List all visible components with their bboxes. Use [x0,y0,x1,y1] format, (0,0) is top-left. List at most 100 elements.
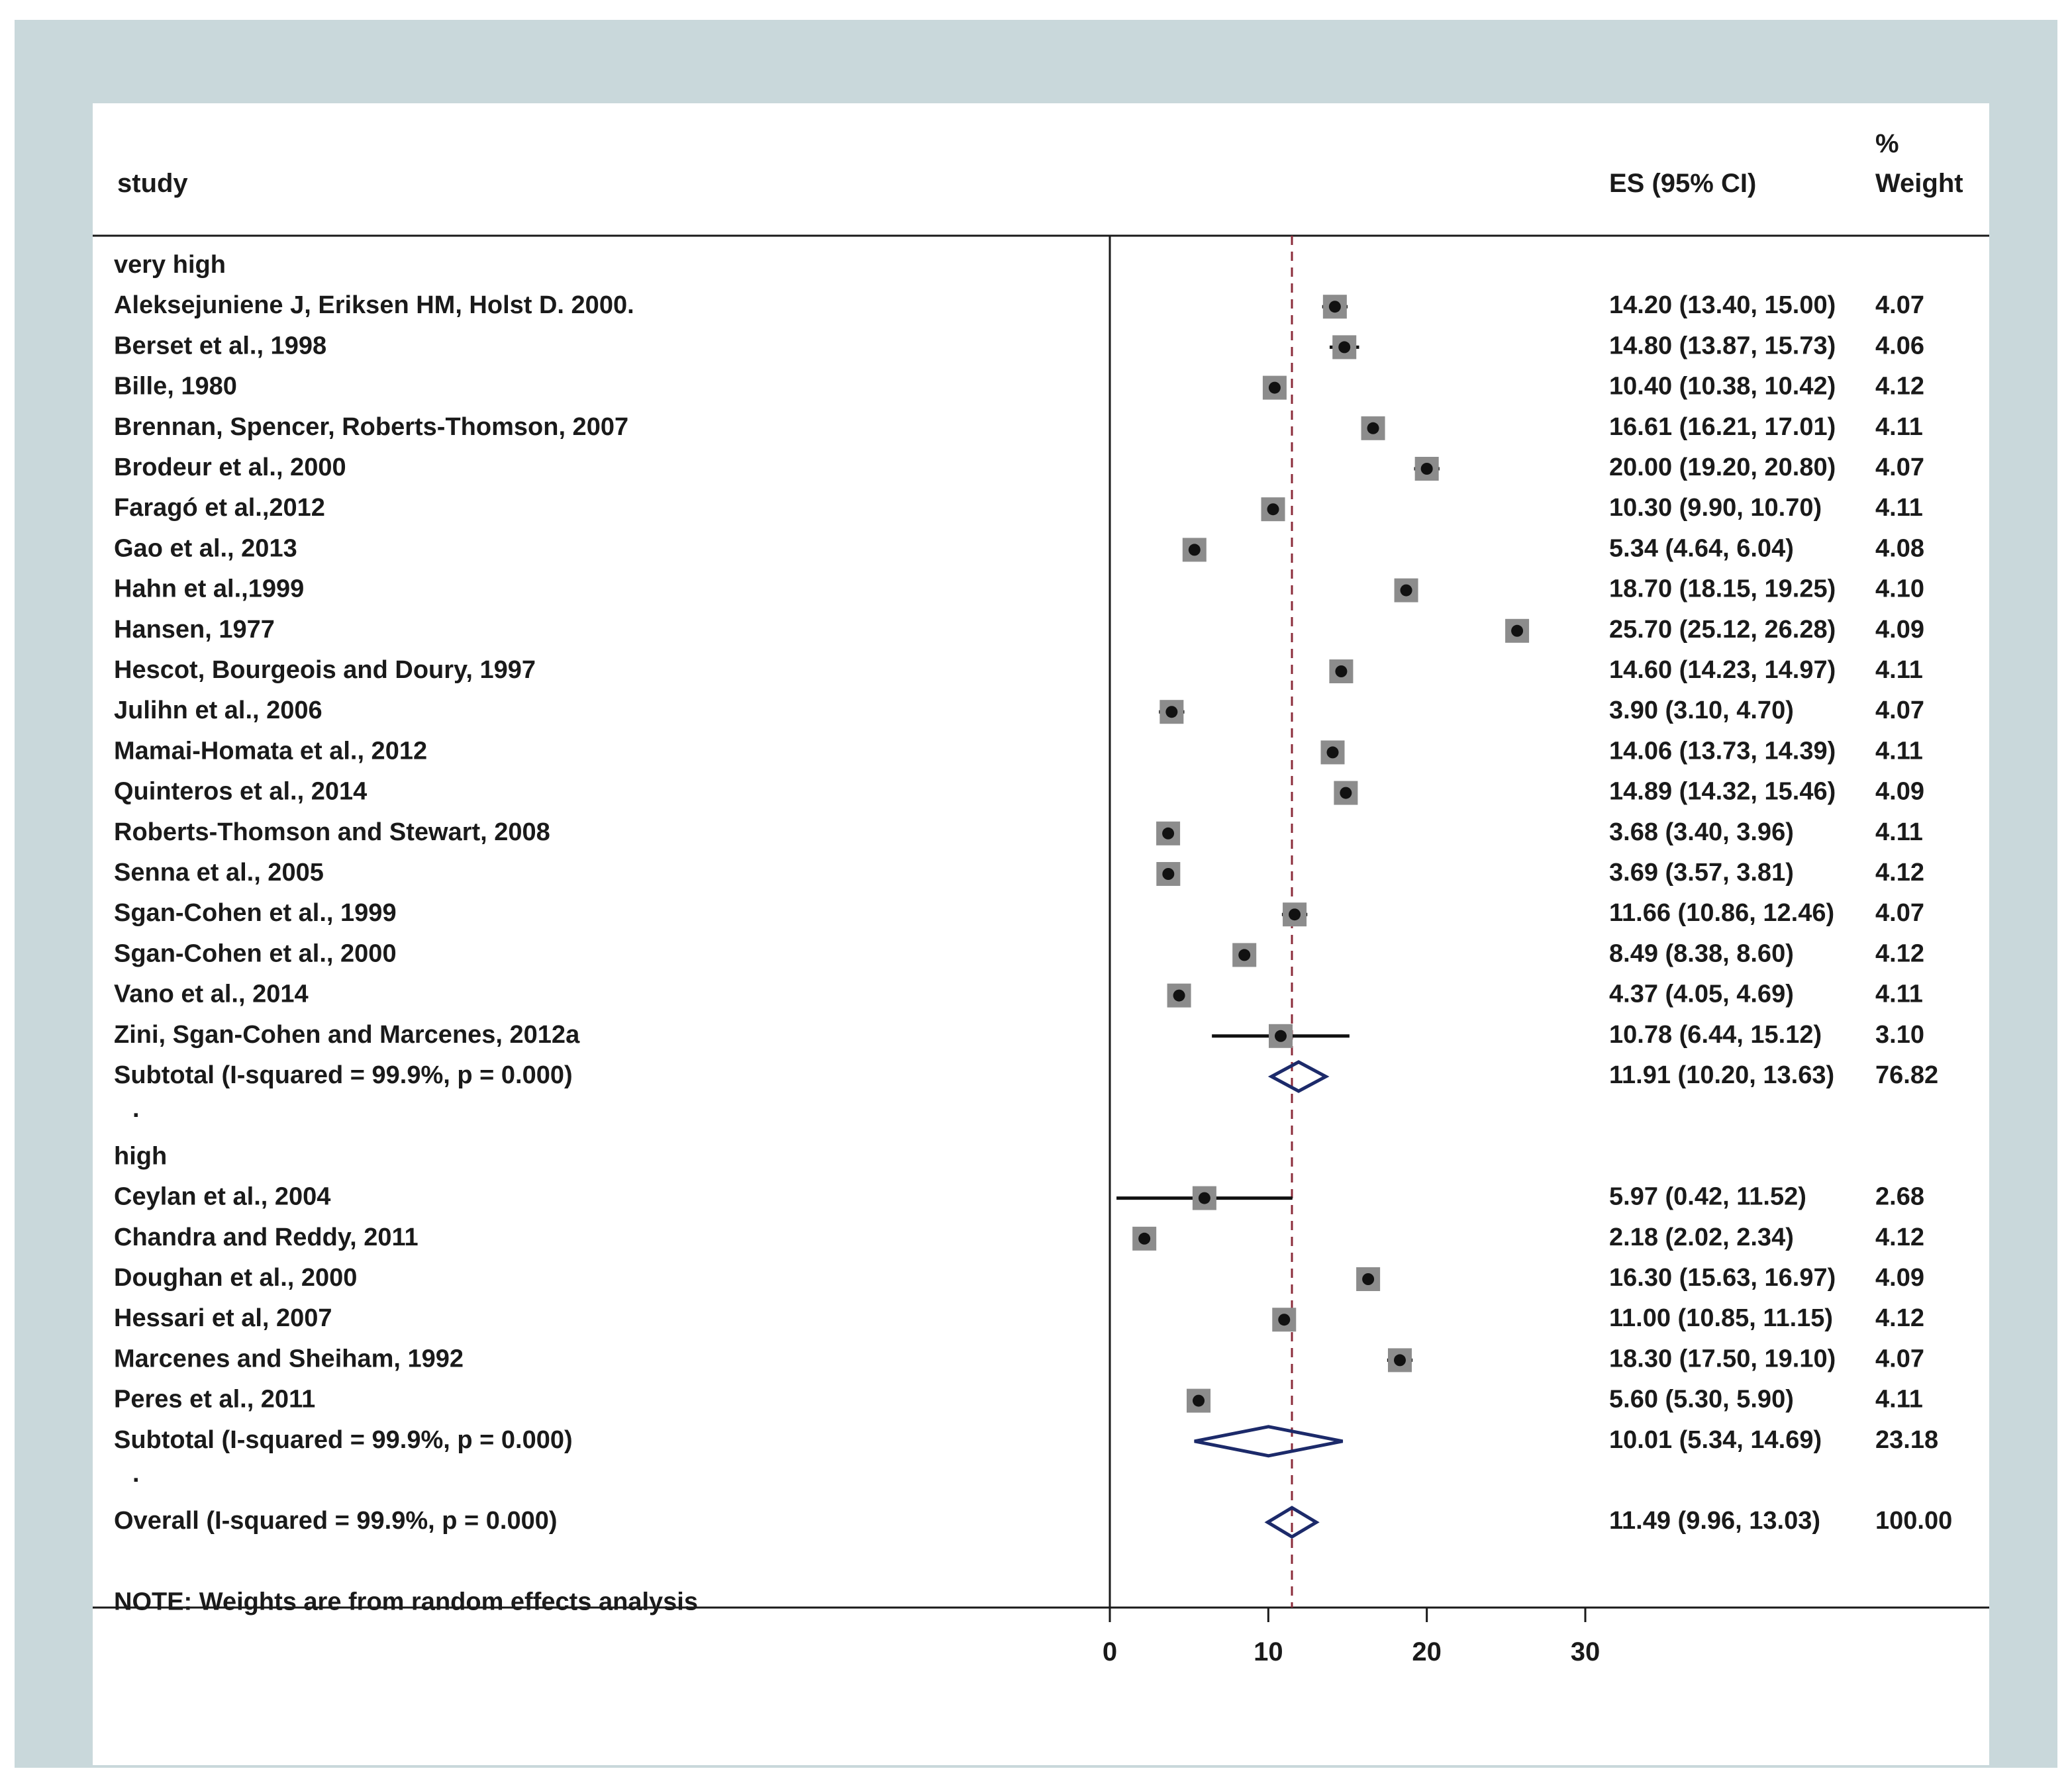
study-row-es-ci: 20.00 (19.20, 20.80) [1609,454,1836,481]
study-row-weight: 4.10 [1875,575,1924,603]
study-row-label: Faragó et al.,2012 [114,494,325,522]
study-row-weight: 4.09 [1875,1264,1924,1292]
study-row-label: Hahn et al.,1999 [114,575,304,603]
study-row-weight: 4.11 [1875,981,1923,1008]
study-row-label: Hansen, 1977 [114,616,275,644]
study-point-estimate [1275,1030,1287,1042]
study-point-estimate [1511,624,1524,637]
group-label: very high [114,251,226,279]
study-row-es-ci: 10.30 (9.90, 10.70) [1609,494,1822,522]
plot-panel [93,103,1989,1765]
study-row-es-ci: 5.34 (4.64, 6.04) [1609,534,1794,562]
study-row-weight: 4.11 [1875,413,1923,441]
study-point-estimate [1335,665,1348,677]
study-row-es-ci: 10.78 (6.44, 15.12) [1609,1021,1822,1049]
study-row-es-ci: 8.49 (8.38, 8.60) [1609,940,1794,967]
subtotal-row-diamond [1267,1060,1330,1093]
x-axis-tick-label: 20 [1412,1637,1442,1666]
study-point-estimate [1268,381,1281,394]
study-row-weight: 4.11 [1875,737,1923,765]
study-row-label: Doughan et al., 2000 [114,1264,357,1292]
study-row-weight: 4.06 [1875,332,1924,360]
subtotal-row-weight: 76.82 [1875,1061,1938,1089]
study-row-label: Senna et al., 2005 [114,859,324,887]
study-point-estimate [1193,1394,1205,1407]
study-point-estimate [1162,868,1175,880]
study-row-es-ci: 18.30 (17.50, 19.10) [1609,1345,1836,1373]
study-point-estimate [1340,787,1352,799]
study-row-label: Bille, 1980 [114,373,237,401]
forest-plot: study ES (95% CI) % Weight very high Alek… [93,103,1989,1765]
study-row-es-ci: 3.68 (3.40, 3.96) [1609,818,1794,846]
header-weight-line1: % [1875,129,1899,158]
study-row-weight: 4.11 [1875,656,1923,684]
x-axis-tick-label: 0 [1103,1637,1117,1666]
study-row-es-ci: 14.20 (13.40, 15.00) [1609,291,1836,319]
subtotal-row-label: Subtotal (I-squared = 99.9%, p = 0.000) [114,1426,573,1454]
study-row-label: Hescot, Bourgeois and Doury, 1997 [114,656,536,684]
study-row-label: Sgan-Cohen et al., 1999 [114,899,397,927]
study-row-weight: 2.68 [1875,1183,1924,1211]
study-row-es-ci: 25.70 (25.12, 26.28) [1609,616,1836,644]
study-point-estimate [1326,746,1339,759]
study-point-estimate [1393,1354,1406,1367]
study-row-label: Brennan, Spencer, Roberts-Thomson, 2007 [114,413,628,441]
study-row-es-ci: 14.80 (13.87, 15.73) [1609,332,1836,360]
study-row-weight: 4.07 [1875,454,1924,481]
study-row-label: Quinteros et al., 2014 [114,778,367,806]
x-axis-tick-label: 30 [1571,1637,1601,1666]
study-row-es-ci: 3.69 (3.57, 3.81) [1609,859,1794,887]
study-row-label: Vano et al., 2014 [114,981,309,1008]
group-label: high [114,1142,167,1170]
study-point-estimate [1162,827,1175,840]
overall-row-es-ci: 11.49 (9.96, 13.03) [1609,1507,1820,1535]
study-row-es-ci: 16.61 (16.21, 17.01) [1609,413,1836,441]
study-row-es-ci: 11.00 (10.85, 11.15) [1609,1304,1833,1332]
study-point-estimate [1278,1314,1291,1326]
study-row-label: Zini, Sgan-Cohen and Marcenes, 2012a [114,1021,580,1049]
figure-frame: study ES (95% CI) % Weight very high Alek… [15,20,2057,1768]
study-row-es-ci: 5.97 (0.42, 11.52) [1609,1183,1806,1211]
study-row-label: Mamai-Homata et al., 2012 [114,737,427,765]
study-row-weight: 4.07 [1875,291,1924,319]
study-row-es-ci: 10.40 (10.38, 10.42) [1609,373,1836,401]
study-row-label: Gao et al., 2013 [114,534,297,562]
footnote-text: NOTE: Weights are from random effects an… [114,1588,698,1616]
header-weight-line2: Weight [1875,169,1963,198]
study-row-weight: 4.07 [1875,697,1924,724]
study-point-estimate [1289,908,1301,921]
study-row-weight: 4.12 [1875,1224,1924,1251]
study-point-estimate [1198,1192,1210,1204]
study-row-label: Hessari et al, 2007 [114,1304,332,1332]
subtotal-row-es-ci: 11.91 (10.20, 13.63) [1609,1061,1834,1089]
study-point-estimate [1173,989,1185,1002]
study-point-estimate [1367,422,1379,434]
study-row-label: Sgan-Cohen et al., 2000 [114,940,397,967]
study-row-es-ci: 14.06 (13.73, 14.39) [1609,737,1836,765]
study-row-weight: 4.08 [1875,534,1924,562]
study-row-weight: 4.11 [1875,1386,1923,1414]
study-row-weight: 4.11 [1875,818,1923,846]
header-study: study [117,169,188,198]
study-row-weight: 3.10 [1875,1021,1924,1049]
overall-row-label: Overall (I-squared = 99.9%, p = 0.000) [114,1507,558,1535]
study-point-estimate [1328,301,1341,313]
study-point-estimate [1338,341,1351,354]
study-row-weight: 4.12 [1875,940,1924,967]
group-spacer-dot: . [132,1460,140,1488]
study-row-label: Ceylan et al., 2004 [114,1183,330,1211]
study-row-es-ci: 14.89 (14.32, 15.46) [1609,778,1836,806]
study-row-label: Aleksejuniene J, Eriksen HM, Holst D. 20… [114,291,634,319]
study-row-weight: 4.07 [1875,1345,1924,1373]
subtotal-row-es-ci: 10.01 (5.34, 14.69) [1609,1426,1822,1454]
study-point-estimate [1400,584,1412,597]
study-row-weight: 4.11 [1875,494,1923,522]
study-point-estimate [1138,1232,1151,1245]
study-row-weight: 4.09 [1875,778,1924,806]
study-row-es-ci: 11.66 (10.86, 12.46) [1609,899,1834,927]
study-row-weight: 4.12 [1875,1304,1924,1332]
subtotal-row-weight: 23.18 [1875,1426,1938,1454]
study-row-weight: 4.12 [1875,373,1924,401]
x-axis-tick-label: 10 [1254,1637,1283,1666]
study-row-label: Chandra and Reddy, 2011 [114,1224,419,1251]
